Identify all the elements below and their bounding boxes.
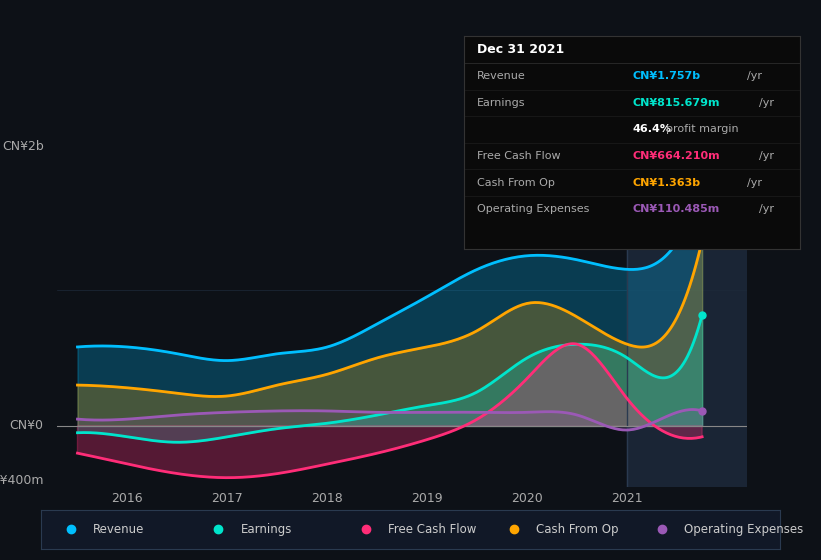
Text: Cash From Op: Cash From Op (536, 522, 618, 536)
Text: Dec 31 2021: Dec 31 2021 (477, 43, 565, 56)
Text: CN¥664.210m: CN¥664.210m (632, 151, 720, 161)
Text: CN¥815.679m: CN¥815.679m (632, 98, 720, 108)
Text: Cash From Op: Cash From Op (477, 178, 555, 188)
Text: /yr: /yr (759, 204, 774, 214)
Text: /yr: /yr (759, 98, 774, 108)
Text: Revenue: Revenue (477, 71, 526, 81)
Text: /yr: /yr (747, 178, 762, 188)
Text: -CN¥400m: -CN¥400m (0, 474, 44, 487)
Text: CN¥0: CN¥0 (10, 419, 44, 432)
Text: CN¥110.485m: CN¥110.485m (632, 204, 719, 214)
Text: Free Cash Flow: Free Cash Flow (388, 522, 477, 536)
Text: /yr: /yr (759, 151, 774, 161)
Text: CN¥1.757b: CN¥1.757b (632, 71, 700, 81)
Text: Revenue: Revenue (93, 522, 144, 536)
Text: Earnings: Earnings (477, 98, 525, 108)
Text: profit margin: profit margin (666, 124, 738, 134)
Text: CN¥1.363b: CN¥1.363b (632, 178, 700, 188)
Text: /yr: /yr (747, 71, 762, 81)
Text: Operating Expenses: Operating Expenses (477, 204, 589, 214)
Text: 46.4%: 46.4% (632, 124, 672, 134)
Bar (627, 140, 747, 487)
Text: Earnings: Earnings (241, 522, 292, 536)
Text: Operating Expenses: Operating Expenses (684, 522, 803, 536)
Text: CN¥2b: CN¥2b (2, 140, 44, 153)
Text: Free Cash Flow: Free Cash Flow (477, 151, 561, 161)
